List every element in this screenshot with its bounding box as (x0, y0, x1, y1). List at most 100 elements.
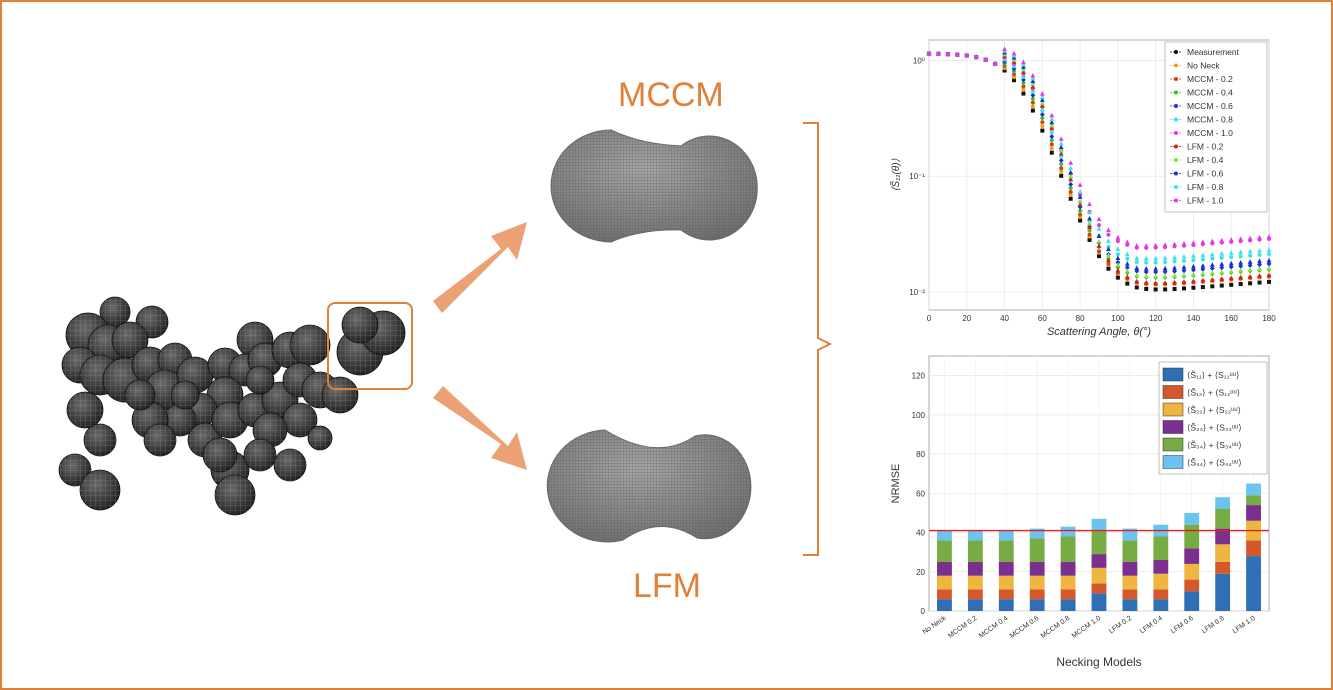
legend-label: LFM - 0.2 (1187, 142, 1224, 152)
data-point (1200, 266, 1206, 272)
data-point (1200, 277, 1206, 283)
legend-label: LFM - 0.6 (1187, 169, 1224, 179)
bar-segment (1215, 509, 1231, 529)
y-tick-label: 80 (916, 450, 925, 459)
data-point (1068, 192, 1073, 197)
data-point (1238, 274, 1244, 280)
data-point (1030, 100, 1035, 105)
data-point (1021, 77, 1026, 83)
data-point (1030, 84, 1036, 89)
data-point (1228, 260, 1234, 266)
data-point (1210, 284, 1215, 289)
data-point (1115, 246, 1121, 252)
data-point (1200, 239, 1206, 245)
y-tick-label: 10⁻¹ (909, 172, 925, 181)
data-point (1124, 268, 1130, 273)
bar-segment (1060, 536, 1076, 562)
data-point (1266, 234, 1272, 239)
data-point (1153, 287, 1158, 292)
legend-label: ⟨S̃₁₁⟩ + ⟨S₁₁ᵘᵘ⟩ (1187, 370, 1239, 380)
data-point (1030, 104, 1035, 109)
bar-segment (937, 561, 952, 576)
data-point (1228, 237, 1234, 242)
y-tick-label: 100 (912, 411, 926, 420)
data-point (1172, 241, 1177, 247)
data-point (1039, 97, 1045, 102)
bar-segment (967, 575, 983, 590)
data-point (1078, 212, 1083, 217)
bar-segment (1215, 528, 1231, 545)
data-point (1021, 87, 1026, 92)
data-point (1068, 165, 1074, 171)
bar-segment (1029, 589, 1045, 600)
data-point (1096, 243, 1102, 248)
data-point (1106, 238, 1111, 243)
data-point (1266, 265, 1272, 271)
selection-box (327, 302, 413, 390)
bar-segment (1246, 483, 1261, 496)
data-point (1021, 59, 1026, 65)
bar-segment (1060, 575, 1076, 590)
data-point (1030, 108, 1035, 113)
bar-segment (967, 530, 983, 541)
data-point (1134, 285, 1139, 290)
data-point (1059, 166, 1064, 171)
data-point (1238, 260, 1244, 265)
data-point (1228, 250, 1234, 255)
data-point (1077, 198, 1083, 203)
bar-segment (1215, 561, 1231, 574)
data-point (1266, 261, 1272, 267)
data-point (1049, 142, 1054, 147)
data-point (1229, 282, 1234, 287)
data-point (1191, 258, 1196, 263)
data-point (1077, 194, 1083, 199)
data-point (1096, 216, 1102, 222)
bar-segment (967, 540, 983, 562)
bar-segment (1153, 560, 1169, 574)
y-tick-label: 10⁰ (913, 56, 925, 65)
data-point (1106, 261, 1111, 266)
data-point (1219, 283, 1224, 288)
data-point (1106, 232, 1111, 237)
data-point (1143, 243, 1149, 248)
data-point (1257, 266, 1262, 272)
legend-swatch (1162, 437, 1184, 452)
bar-segment (1246, 495, 1261, 506)
data-point (1068, 160, 1074, 165)
data-point (1115, 275, 1120, 280)
y-axis-label: ⟨S̃₁₁(θ)⟩ (889, 158, 902, 191)
x-tick-label: 0 (927, 314, 932, 323)
legend-label: MCCM - 0.8 (1187, 115, 1233, 125)
legend-label: LFM - 1.0 (1187, 196, 1224, 206)
data-point (1247, 273, 1253, 279)
data-point (1124, 261, 1130, 266)
data-point (1049, 122, 1055, 128)
legend-marker (1174, 90, 1178, 95)
bar-segment (937, 530, 952, 541)
data-point (1124, 274, 1130, 279)
data-point (1040, 128, 1045, 133)
data-point (1087, 201, 1092, 207)
data-point (1106, 246, 1111, 252)
x-tick-label: MCCM 0.6 (1009, 615, 1041, 640)
data-point (1068, 173, 1074, 179)
data-point (1058, 136, 1064, 141)
bar-segment (937, 540, 952, 562)
legend-marker (1174, 50, 1178, 54)
bar-segment (998, 561, 1014, 576)
data-point (1115, 234, 1121, 240)
bar-segment (1029, 575, 1045, 590)
data-point (1087, 224, 1092, 230)
x-tick-label: MCCM 0.4 (978, 615, 1010, 640)
y-tick-label: 20 (916, 568, 925, 577)
lfm-label: LFM (633, 567, 701, 605)
legend-label: ⟨S̃₂₂⟩ + ⟨S₂₂ᵘᵘ⟩ (1187, 405, 1241, 415)
data-point (1124, 239, 1130, 245)
data-point (1266, 272, 1272, 278)
data-point (1087, 215, 1092, 221)
bracket (803, 122, 833, 556)
lfm-dimer (546, 429, 752, 543)
data-point (1021, 69, 1026, 74)
data-point (1049, 146, 1054, 151)
data-point (1030, 78, 1036, 84)
